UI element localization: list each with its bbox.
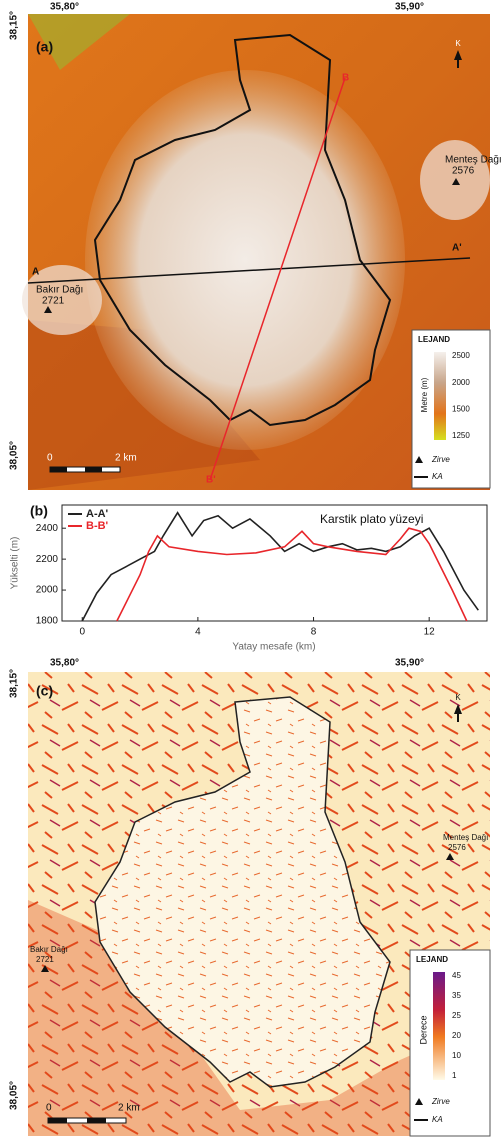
profile-label: A — [32, 267, 39, 278]
y-tick-label: 2200 — [36, 554, 59, 565]
lon-label: 35,80° — [50, 658, 79, 669]
legend-label: A-A' — [86, 508, 109, 520]
panel-label: (a) — [36, 39, 53, 55]
panel-label: (c) — [36, 683, 53, 699]
y-tick-label: 1800 — [36, 616, 59, 627]
north-label: K — [455, 39, 461, 48]
peak-name: Menteş Dağı — [445, 155, 501, 166]
lat-label: 38,05° — [9, 1081, 20, 1110]
legend-tick-label: 2000 — [452, 378, 470, 387]
legend-tick-label: 1250 — [452, 431, 470, 440]
peak-elevation: 2721 — [42, 296, 65, 307]
profile-chart: (b) Karstik plato yüzeyi Yatay mesafe (k… — [10, 503, 487, 653]
lon-label: 35,90° — [395, 2, 424, 13]
legend-tick-label: 1 — [452, 1071, 457, 1080]
legend-boundary: KA — [432, 1115, 443, 1124]
profile-label: A' — [452, 243, 462, 254]
lat-label: 38,15° — [9, 11, 20, 40]
x-tick-label: 8 — [311, 627, 317, 638]
legend-tick-label: 20 — [452, 1031, 461, 1040]
x-axis-label: Yatay mesafe (km) — [232, 642, 315, 653]
peak-elevation: 2721 — [36, 955, 54, 964]
panel-label: (b) — [30, 503, 48, 519]
y-axis-label: Yükselti (m) — [10, 537, 21, 590]
north-label: K — [455, 693, 461, 702]
scale-label: 2 km — [118, 1103, 140, 1114]
x-tick-label: 12 — [424, 627, 436, 638]
y-tick-label: 2400 — [36, 523, 59, 534]
panel-a: A A' B B' Bakır Dağı 2721 Menteş Dağı 25… — [9, 2, 501, 490]
panel-c: (c) 35,80° 35,90° 38,15° 38,05° Bakır Da… — [9, 658, 490, 1136]
legend-summit: Zirve — [431, 1097, 450, 1106]
figure: A A' B B' Bakır Dağı 2721 Menteş Dağı 25… — [0, 0, 501, 1140]
profile-label: B' — [206, 475, 216, 486]
legend-axis-label: Metre (m) — [420, 377, 429, 412]
lat-label: 38,15° — [9, 669, 20, 698]
scale-label: 0 — [46, 1103, 52, 1114]
peak-elevation: 2576 — [448, 843, 466, 852]
legend-tick-label: 2500 — [452, 351, 470, 360]
peak-name: Bakır Dağı — [30, 945, 68, 954]
legend-summit: Zirve — [431, 455, 450, 464]
legend-title: LEJAND — [418, 335, 450, 344]
legend: LEJAND Derece 45 35 25 20 10 1 Zirve KA — [410, 950, 490, 1136]
legend-label: B-B' — [86, 520, 109, 532]
legend-tick-label: 25 — [452, 1011, 461, 1020]
legend-boundary: KA — [432, 472, 443, 481]
lat-label: 38,05° — [9, 441, 20, 470]
legend-title: LEJAND — [416, 955, 448, 964]
x-tick-label: 0 — [79, 627, 85, 638]
annotation: Karstik plato yüzeyi — [320, 512, 423, 526]
x-tick-label: 4 — [195, 627, 201, 638]
peak-name: Menteş Dağı — [443, 833, 488, 842]
peak-name: Bakır Dağı — [36, 285, 83, 296]
y-tick-label: 2000 — [36, 585, 59, 596]
scale-label: 0 — [47, 453, 53, 464]
lon-label: 35,90° — [395, 658, 424, 669]
profile-label: B — [342, 73, 349, 84]
legend-axis-label: Derece — [418, 1015, 428, 1044]
legend-tick-label: 35 — [452, 991, 461, 1000]
peak-elevation: 2576 — [452, 166, 475, 177]
legend-tick-label: 10 — [452, 1051, 461, 1060]
plateau — [85, 70, 405, 450]
scale-label: 2 km — [115, 453, 137, 464]
lon-label: 35,80° — [50, 2, 79, 13]
legend-tick-label: 1500 — [452, 404, 470, 413]
legend-tick-label: 45 — [452, 971, 461, 980]
